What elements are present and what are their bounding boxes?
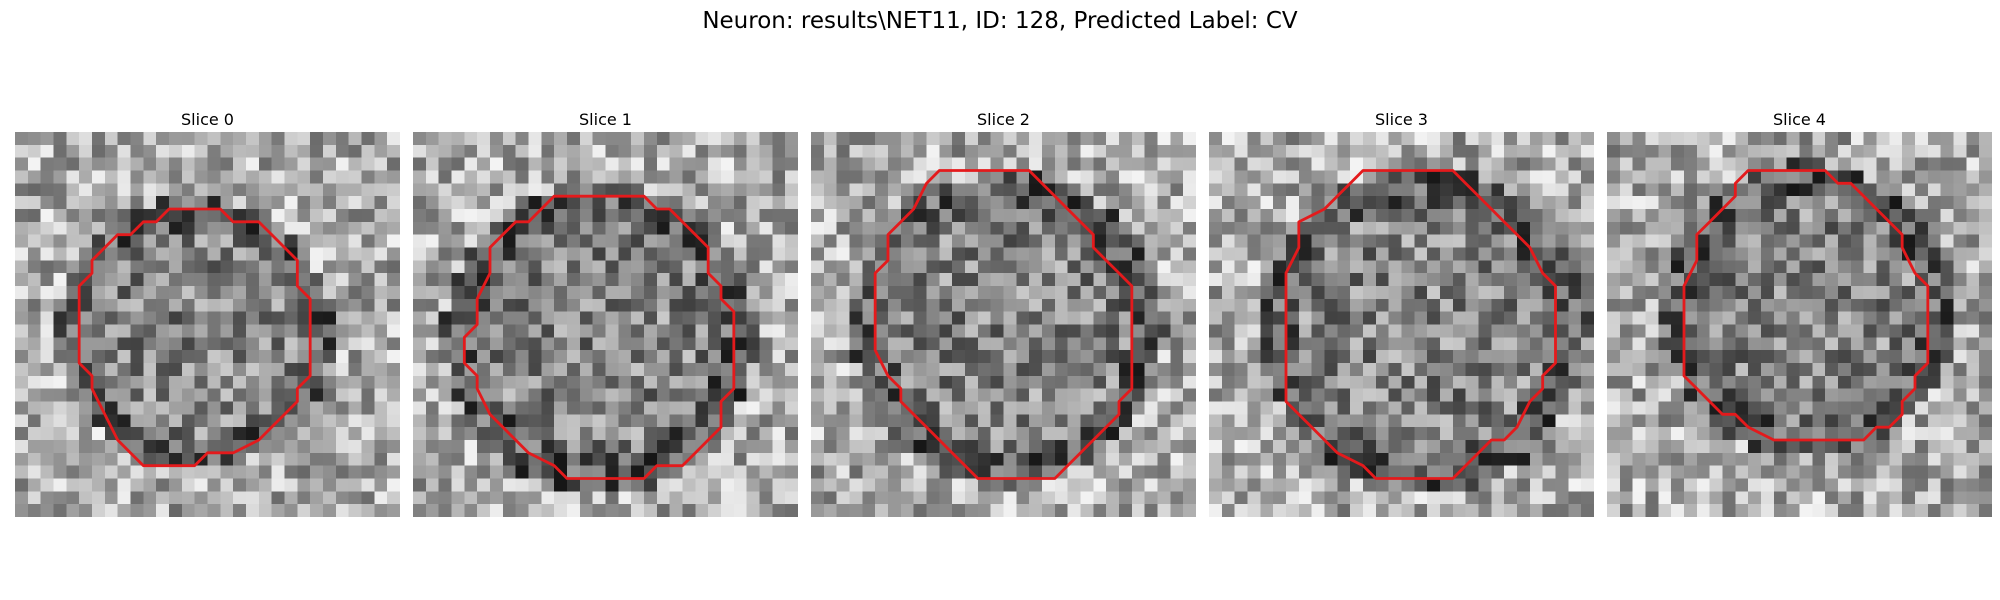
- segmentation-contour: [873, 169, 1134, 480]
- segmentation-contour: [462, 194, 736, 480]
- pixel-grid: [413, 132, 798, 517]
- slice-image: [413, 132, 798, 517]
- slice-title: Slice 3: [1375, 110, 1428, 129]
- pixel-grid: [1607, 132, 1992, 517]
- slice-image: [1209, 132, 1594, 517]
- slice-title: Slice 0: [181, 110, 234, 129]
- slice-image: [1607, 132, 1992, 517]
- panel-slice-3: Slice 3: [1209, 108, 1594, 517]
- slice-title: Slice 1: [579, 110, 632, 129]
- panel-slice-4: Slice 4: [1607, 108, 1992, 517]
- slice-title: Slice 4: [1773, 110, 1826, 129]
- pixel-grid: [811, 132, 1196, 517]
- slice-image: [811, 132, 1196, 517]
- panel-slice-1: Slice 1: [413, 108, 798, 517]
- slice-image: [15, 132, 400, 517]
- pixel-grid: [15, 132, 400, 517]
- panel-slice-2: Slice 2: [811, 108, 1196, 517]
- segmentation-contour: [1682, 169, 1930, 442]
- panel-slice-0: Slice 0: [15, 108, 400, 517]
- segmentation-contour: [77, 207, 312, 468]
- pixel-grid: [1209, 132, 1594, 517]
- figure-title: Neuron: results\NET11, ID: 128, Predicte…: [702, 8, 1298, 34]
- segmentation-contour: [1284, 169, 1557, 480]
- slice-title: Slice 2: [977, 110, 1030, 129]
